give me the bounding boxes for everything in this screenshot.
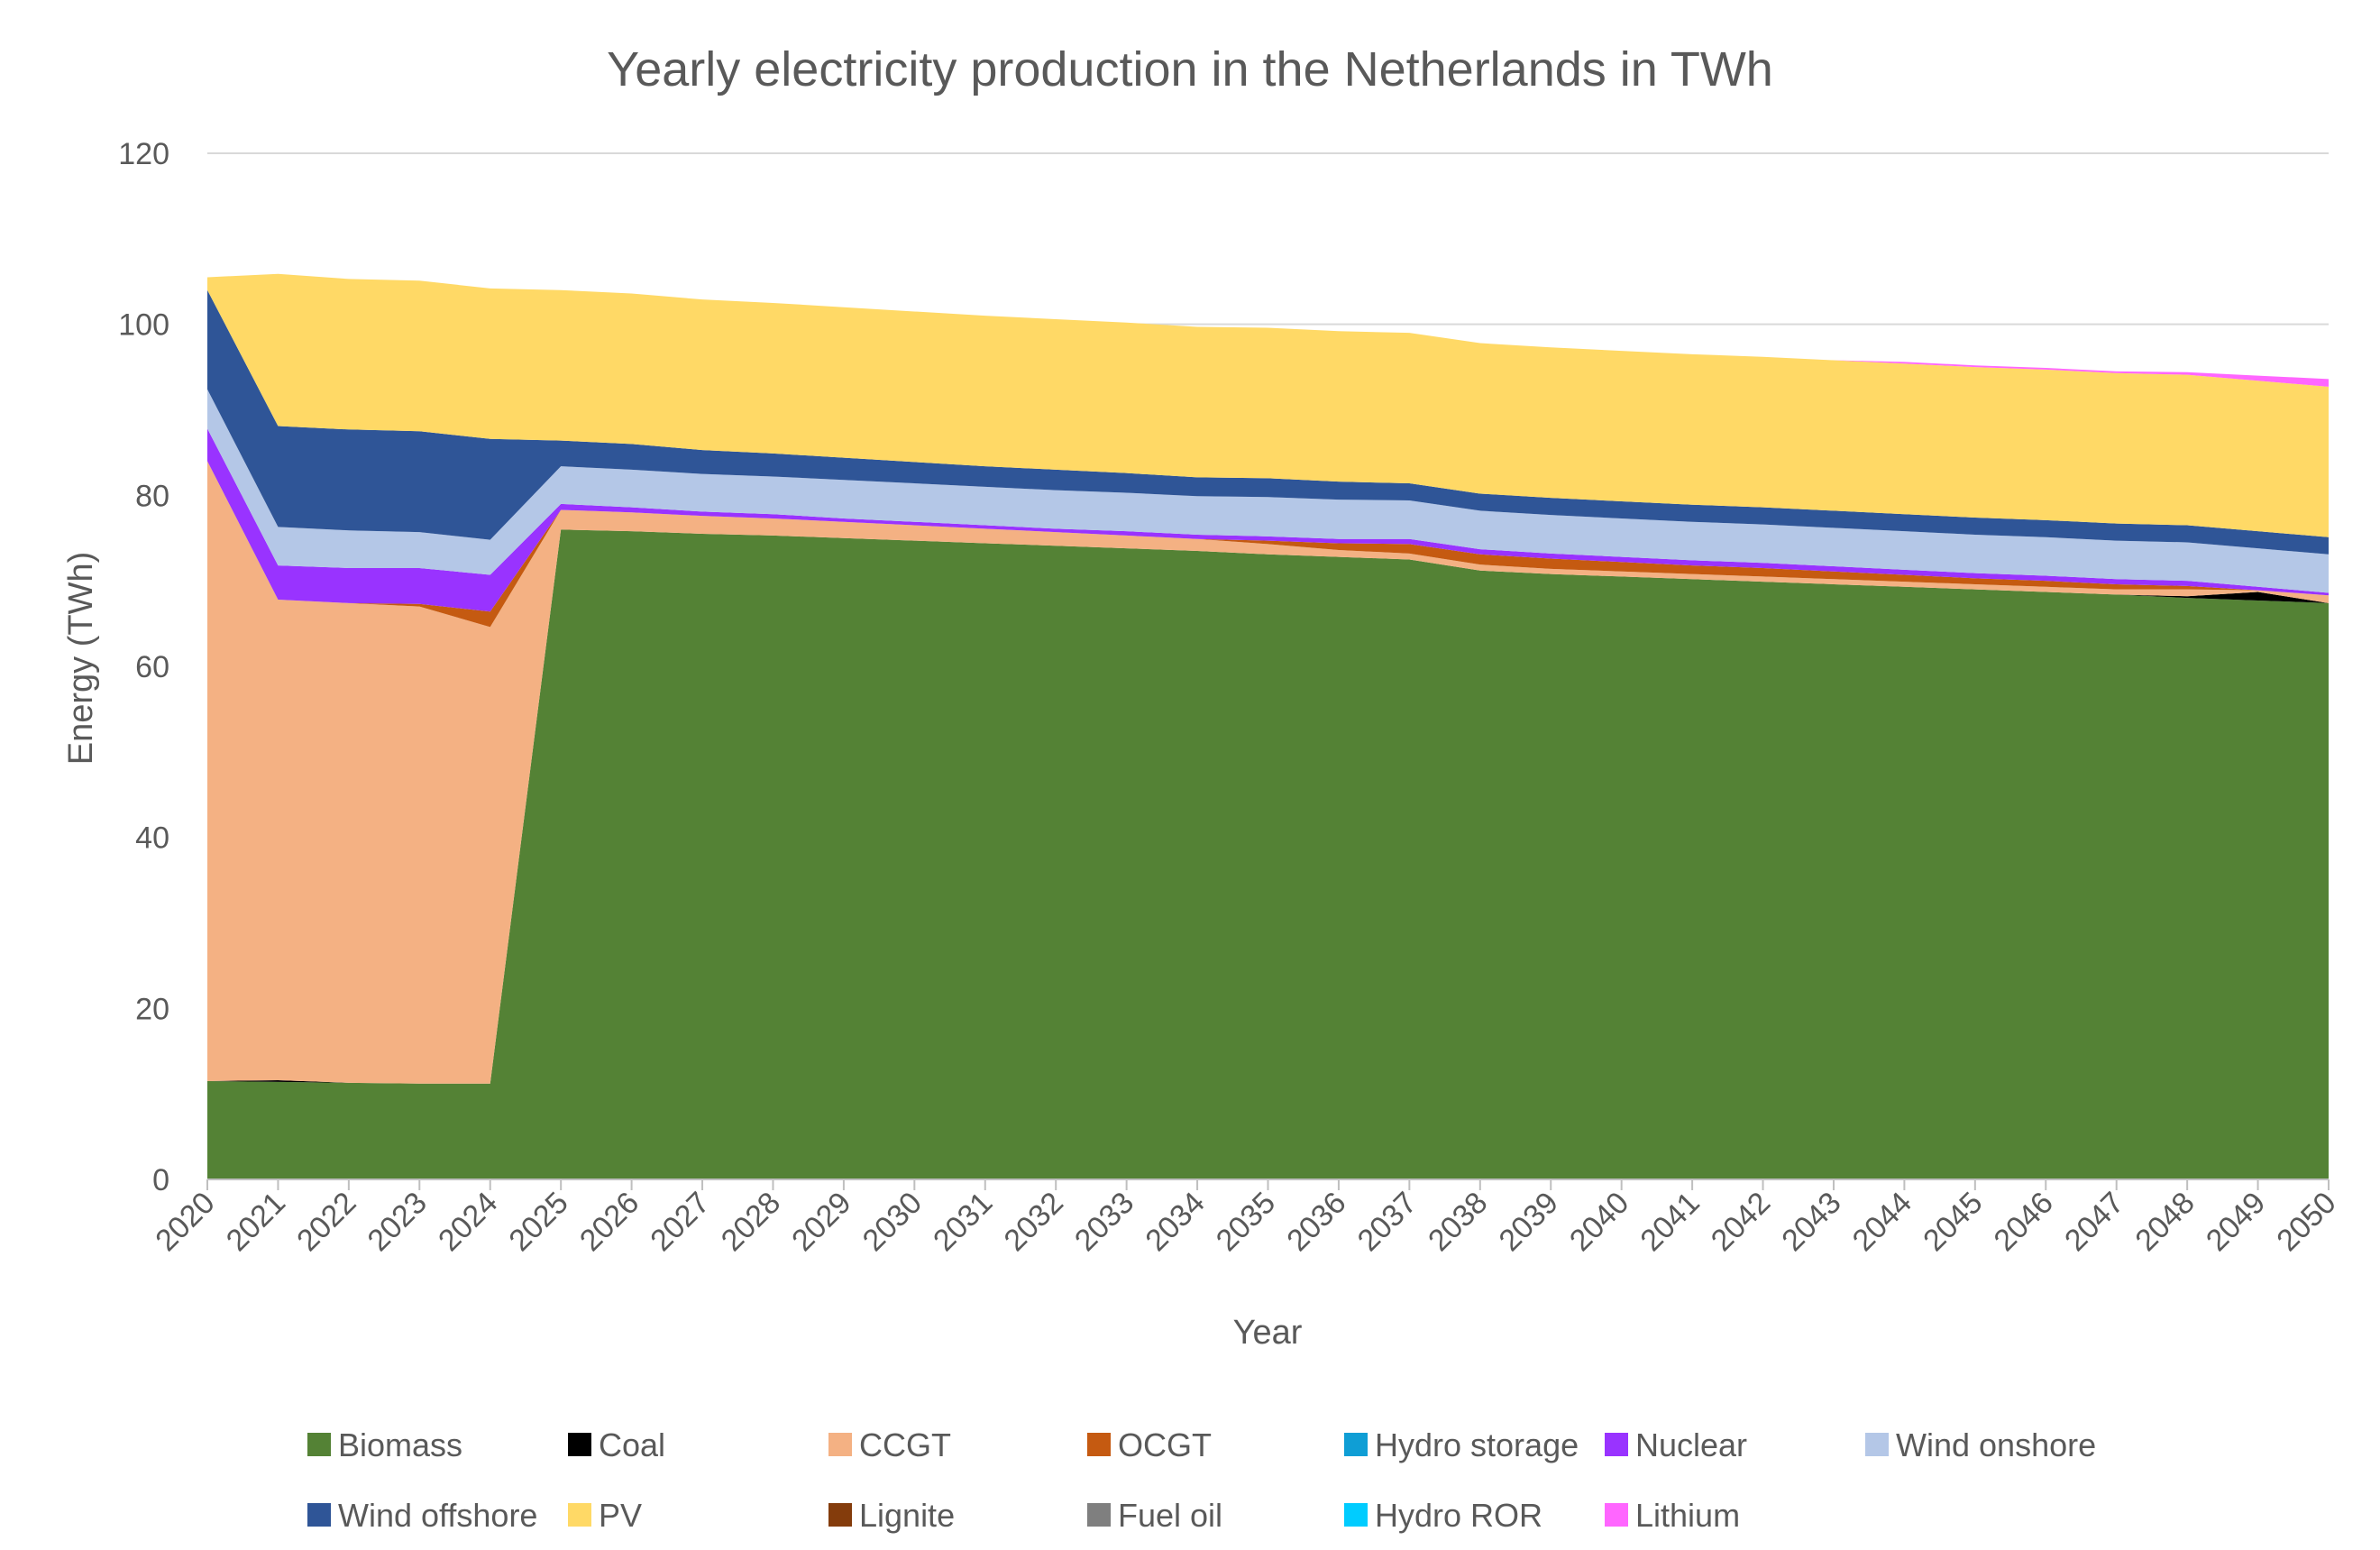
- legend-item-pv: PV: [568, 1497, 642, 1534]
- x-tick-label: 2049: [2200, 1186, 2272, 1258]
- x-tick-label: 2032: [998, 1186, 1070, 1258]
- x-tick-label: 2026: [573, 1186, 645, 1258]
- x-tick-label: 2034: [1139, 1186, 1211, 1258]
- x-tick-label: 2038: [1422, 1186, 1494, 1258]
- y-tick-label: 60: [135, 650, 169, 684]
- legend-item-hydro-ror: Hydro ROR: [1344, 1497, 1542, 1534]
- y-tick-label: 0: [152, 1163, 169, 1197]
- x-tick-label: 2031: [927, 1186, 999, 1258]
- area-series: [207, 273, 2329, 1179]
- legend-label: Biomass: [338, 1426, 462, 1463]
- x-tick-label: 2040: [1563, 1186, 1635, 1258]
- legend-item-lithium: Lithium: [1605, 1497, 1740, 1534]
- x-tick-labels: 2020202120222023202420252026202720282029…: [149, 1186, 2342, 1258]
- x-tick-label: 2039: [1493, 1186, 1565, 1258]
- legend-swatch: [307, 1503, 331, 1527]
- chart-title: Yearly electricity production in the Net…: [607, 42, 1773, 96]
- legend-swatch: [1344, 1503, 1368, 1527]
- x-tick-label: 2035: [1210, 1186, 1282, 1258]
- legend-swatch: [1605, 1433, 1628, 1456]
- x-tick-label: 2043: [1775, 1186, 1847, 1258]
- x-tick-label: 2028: [715, 1186, 787, 1258]
- legend-item-lignite: Lignite: [828, 1497, 955, 1534]
- y-tick-label: 20: [135, 992, 169, 1026]
- x-tick-label: 2050: [2270, 1186, 2342, 1258]
- area-ccgt: [207, 461, 2329, 1084]
- y-tick-label: 40: [135, 821, 169, 856]
- x-tick-label: 2033: [1068, 1186, 1140, 1258]
- area-wind-onshore: [207, 389, 2329, 593]
- legend-item-nuclear: Nuclear: [1605, 1426, 1747, 1463]
- x-axis-label: Year: [1233, 1314, 1303, 1352]
- legend-swatch: [1087, 1433, 1111, 1456]
- legend-label: Lignite: [859, 1497, 955, 1534]
- y-tick-labels: 0 20 40 60 80 100 120: [118, 137, 169, 1197]
- x-tick-label: 2047: [2058, 1186, 2130, 1258]
- x-tick-label: 2045: [1917, 1186, 1989, 1258]
- legend-label: Hydro storage: [1375, 1426, 1579, 1463]
- legend-item-coal: Coal: [568, 1426, 665, 1463]
- legend-item-wind-onshore: Wind onshore: [1865, 1426, 2096, 1463]
- legend-item-ocgt: OCGT: [1087, 1426, 1212, 1463]
- area-ocgt: [207, 461, 2329, 628]
- legend-swatch: [828, 1433, 852, 1456]
- legend-swatch: [568, 1503, 591, 1527]
- legend-label: Fuel oil: [1118, 1497, 1222, 1534]
- y-tick-label: 120: [118, 137, 169, 171]
- legend-item-wind-offshore: Wind offshore: [307, 1497, 537, 1534]
- legend-swatch: [1344, 1433, 1368, 1456]
- area-wind-offshore: [207, 289, 2329, 555]
- x-tick-label: 2042: [1705, 1186, 1777, 1258]
- area-nuclear: [207, 428, 2329, 612]
- legend-swatch: [307, 1433, 331, 1456]
- x-tick-label: 2046: [1988, 1186, 2060, 1258]
- x-tick-label: 2044: [1846, 1186, 1918, 1258]
- legend-item-hydro-storage: Hydro storage: [1344, 1426, 1579, 1463]
- x-tick-label: 2022: [290, 1186, 362, 1258]
- x-tick-label: 2021: [220, 1186, 292, 1258]
- area-pv: [207, 273, 2329, 537]
- x-tick-label: 2037: [1351, 1186, 1423, 1258]
- legend-label: Wind offshore: [338, 1497, 537, 1534]
- x-tick-label: 2036: [1280, 1186, 1352, 1258]
- y-axis-label: Energy (TWh): [62, 552, 100, 765]
- legend-label: Coal: [599, 1426, 665, 1463]
- x-tick-label: 2025: [502, 1186, 574, 1258]
- axes: [206, 1179, 2330, 1190]
- legend-item-ccgt: CCGT: [828, 1426, 951, 1463]
- legend-label: CCGT: [859, 1426, 951, 1463]
- x-tick-label: 2030: [856, 1186, 929, 1258]
- legend-item-biomass: Biomass: [307, 1426, 462, 1463]
- legend-label: Wind onshore: [1896, 1426, 2096, 1463]
- area-biomass: [207, 529, 2329, 1179]
- legend-label: OCGT: [1118, 1426, 1212, 1463]
- legend: Biomass Coal CCGT OCGT Hydro storage Nuclear W…: [307, 1426, 2096, 1534]
- legend-item-fuel-oil: Fuel oil: [1087, 1497, 1222, 1534]
- legend-swatch: [828, 1503, 852, 1527]
- legend-label: Hydro ROR: [1375, 1497, 1542, 1534]
- x-tick-label: 2027: [644, 1186, 716, 1258]
- x-tick-label: 2023: [362, 1186, 434, 1258]
- legend-swatch: [568, 1433, 591, 1456]
- legend-swatch: [1865, 1433, 1889, 1456]
- x-tick-label: 2024: [432, 1186, 504, 1258]
- y-tick-label: 100: [118, 308, 169, 343]
- y-tick-label: 80: [135, 479, 169, 513]
- legend-label: PV: [599, 1497, 642, 1534]
- x-tick-label: 2048: [2128, 1186, 2201, 1258]
- x-tick-label: 2041: [1634, 1186, 1706, 1258]
- legend-label: Lithium: [1635, 1497, 1740, 1534]
- legend-swatch: [1605, 1503, 1628, 1527]
- x-tick-label: 2029: [785, 1186, 857, 1258]
- legend-label: Nuclear: [1635, 1426, 1747, 1463]
- legend-swatch: [1087, 1503, 1111, 1527]
